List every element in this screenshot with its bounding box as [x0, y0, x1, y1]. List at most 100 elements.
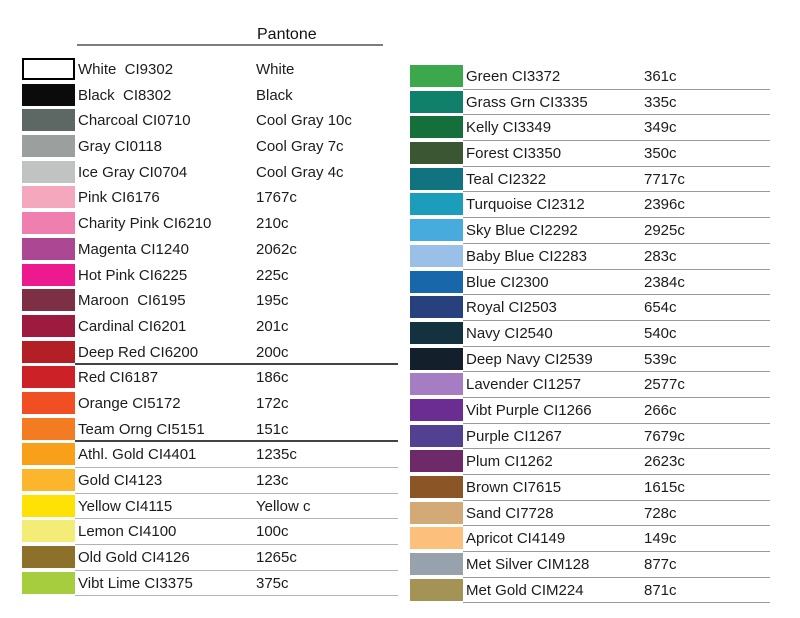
color-row: Green CI3372 361c [410, 65, 772, 91]
color-row: Forest CI3350 350c [410, 142, 772, 168]
color-swatch [410, 90, 463, 113]
color-label: Hot Pink CI6225 [78, 266, 188, 284]
color-swatch [410, 553, 463, 576]
row-divider [75, 595, 398, 597]
color-label: Red CI6187 [78, 369, 159, 387]
color-row: Team Orng CI5151 151c [22, 417, 400, 444]
color-swatch [22, 391, 75, 414]
color-swatch [22, 469, 75, 491]
color-swatch [410, 244, 463, 267]
color-label: Brown CI7615 [466, 479, 562, 496]
row-divider [463, 448, 770, 450]
color-label: Deep Navy CI2539 [466, 350, 593, 368]
color-row: Vibt Lime CI3375 375c [22, 571, 400, 598]
color-row: Yellow CI4115 Yellow c [22, 494, 400, 521]
color-label: Plum CI1262 [466, 453, 553, 471]
row-divider [75, 467, 398, 468]
row-divider [463, 191, 770, 193]
color-row: Brown CI7615 1615c [410, 476, 772, 502]
color-label: Charcoal CI0710 [78, 112, 191, 130]
row-divider [463, 422, 770, 424]
pantone-value: 1265c [256, 549, 297, 567]
color-label: Team Orng CI5151 [78, 420, 205, 438]
color-label: Navy CI2540 [466, 324, 553, 342]
pantone-value: 349c [644, 119, 677, 137]
color-swatch [410, 527, 463, 550]
color-label: Old Gold CI4126 [78, 549, 190, 567]
pantone-value: 540c [644, 324, 677, 342]
row-divider [463, 371, 770, 373]
row-divider [75, 492, 398, 494]
pantone-value: 2396c [644, 196, 685, 214]
color-row: Red CI6187 186c [22, 366, 400, 392]
color-label: Met Gold CIM224 [466, 581, 584, 599]
color-swatch [22, 494, 75, 517]
pantone-value: 375c [256, 574, 289, 592]
color-swatch [22, 571, 75, 594]
row-divider [463, 551, 770, 553]
color-swatch [410, 219, 463, 242]
color-label: Baby Blue CI2283 [466, 247, 587, 265]
row-divider [463, 268, 770, 270]
color-swatch [410, 65, 463, 87]
row-divider [463, 88, 770, 90]
color-swatch [22, 520, 75, 543]
color-row: White CI9302 White [22, 58, 400, 84]
pantone-value: 149c [644, 530, 677, 548]
row-divider [463, 474, 770, 475]
color-row: Navy CI2540 540c [410, 321, 772, 348]
pantone-value: Cool Gray 10c [256, 112, 352, 130]
pantone-value: 7717c [644, 170, 685, 188]
row-divider [75, 518, 398, 520]
pantone-value: Black [256, 86, 293, 104]
pantone-value: 335c [644, 93, 677, 111]
color-label: Pink CI6176 [78, 189, 160, 207]
color-label: Forest CI3350 [466, 145, 562, 163]
color-swatch [22, 160, 75, 183]
color-swatch [410, 321, 463, 344]
color-row: Grass Grn CI3335 335c [410, 90, 772, 117]
color-swatch [22, 58, 75, 80]
color-label: Ice Gray CI0704 [78, 163, 188, 181]
color-row: Gray CI0118 Cool Gray 7c [22, 135, 400, 161]
pantone-value: 100c [256, 523, 289, 541]
pantone-value: 877c [644, 556, 677, 574]
pantone-value: 539c [644, 350, 677, 368]
row-divider [463, 602, 770, 604]
row-divider [463, 396, 770, 398]
color-label: Athl. Gold CI4401 [78, 446, 197, 464]
color-row: Sky Blue CI2292 2925c [410, 219, 772, 245]
color-swatch [410, 167, 463, 190]
color-swatch [22, 212, 75, 235]
color-column-left: White CI9302 White Black CI8302 Black Ch… [22, 58, 400, 597]
color-row: Turquoise CI2312 2396c [410, 193, 772, 219]
color-swatch [410, 501, 463, 524]
row-divider [463, 140, 770, 142]
color-row: Ice Gray CI0704 Cool Gray 4c [22, 160, 400, 187]
color-row: Cardinal CI6201 201c [22, 314, 400, 341]
color-row: Deep Navy CI2539 539c [410, 347, 772, 374]
pantone-value: 2623c [644, 453, 685, 471]
color-row: Black CI8302 Black [22, 83, 400, 110]
pantone-value: 7679c [644, 427, 685, 445]
color-row: Met Silver CIM128 877c [410, 553, 772, 579]
pantone-value: 2925c [644, 222, 685, 240]
color-row: Maroon CI6195 195c [22, 289, 400, 315]
color-row: Charity Pink CI6210 210c [22, 212, 400, 238]
color-label: Lemon CI4100 [78, 523, 177, 541]
color-label: Lavender CI1257 [466, 376, 582, 394]
color-row: Sand CI7728 728c [410, 501, 772, 528]
color-column-right: Green CI3372 361c Grass Grn CI3335 335c … [410, 65, 772, 604]
color-row: Baby Blue CI2283 283c [410, 244, 772, 271]
color-row: Pink CI6176 1767c [22, 186, 400, 212]
color-swatch [22, 417, 75, 440]
color-label: Sand CI7728 [466, 504, 554, 522]
color-row: Purple CI1267 7679c [410, 424, 772, 451]
pantone-value: White [256, 61, 295, 78]
color-swatch [22, 186, 75, 209]
color-label: White CI9302 [78, 61, 174, 78]
pantone-value: 871c [644, 581, 677, 599]
row-divider [463, 319, 770, 321]
color-swatch [22, 263, 75, 286]
row-divider [463, 345, 770, 347]
